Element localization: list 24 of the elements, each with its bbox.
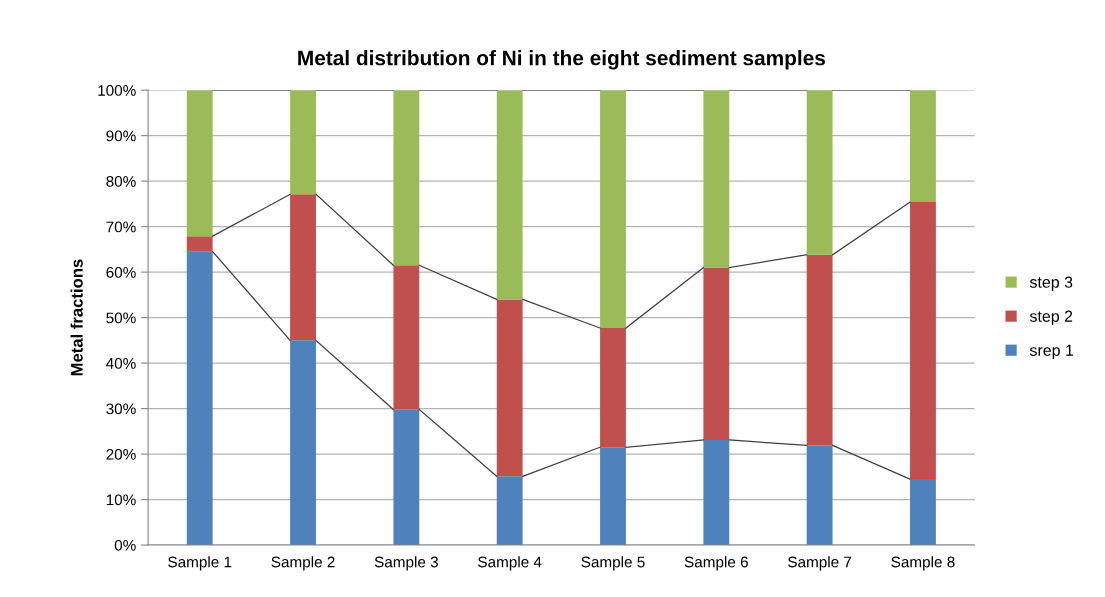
x-tick-label: Sample 1 bbox=[168, 556, 232, 571]
x-tick-label: Sample 5 bbox=[581, 556, 645, 571]
y-tick-label: 20% bbox=[106, 448, 136, 460]
legend-label: step 2 bbox=[1029, 310, 1073, 326]
x-tick-label: Sample 2 bbox=[271, 556, 335, 571]
y-tick-label: 30% bbox=[106, 403, 136, 415]
x-tick-label: Sample 4 bbox=[478, 556, 542, 571]
y-tick-label: 0% bbox=[114, 539, 136, 551]
y-axis-title: Metal fractions bbox=[70, 259, 83, 376]
y-tick-label: 80% bbox=[106, 176, 136, 187]
y-tick-label: 40% bbox=[106, 357, 136, 369]
x-tick-label: Sample 7 bbox=[788, 556, 852, 571]
y-tick-label: 10% bbox=[106, 494, 136, 506]
x-tick-label: Sample 8 bbox=[891, 556, 955, 571]
x-tick-label: Sample 6 bbox=[684, 556, 748, 571]
legend-label: srep 1 bbox=[1029, 344, 1074, 360]
y-tick-label: 70% bbox=[106, 221, 136, 233]
x-tick-label: Sample 3 bbox=[374, 556, 438, 571]
y-tick-label: 60% bbox=[106, 266, 136, 278]
chart-title: Metal distribution of Ni in the eight sediment samples bbox=[298, 50, 825, 70]
y-tick-label: 90% bbox=[106, 130, 136, 142]
y-tick-label: 50% bbox=[106, 312, 136, 324]
y-tick-label: 100% bbox=[98, 85, 136, 96]
legend-label: step 3 bbox=[1029, 276, 1073, 291]
